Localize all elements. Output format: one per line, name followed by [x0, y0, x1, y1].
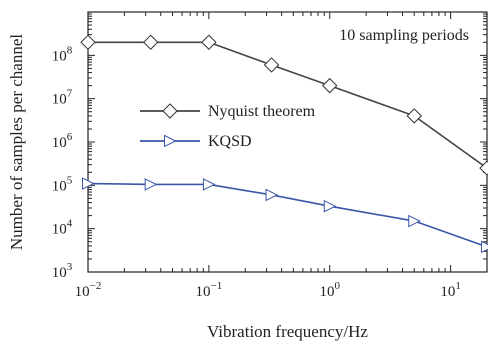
data-point — [322, 77, 338, 94]
legend-label: Nyquist theorem — [208, 103, 316, 120]
legend-marker — [162, 103, 178, 119]
legend: Nyquist theorem KQSD — [140, 103, 316, 150]
plot-area — [87, 11, 488, 273]
data-point — [265, 188, 279, 202]
data-point — [142, 34, 159, 50]
data-point — [144, 178, 158, 191]
legend-item: KQSD — [140, 133, 252, 150]
y-tick-label: 103 — [52, 261, 73, 281]
data-point — [80, 34, 96, 50]
tick-labels: 10−2 10−1 100 101 103 104 105 106 107 108 — [52, 44, 461, 300]
axis-ticks — [87, 11, 488, 273]
annotation-text: 10 sampling periods — [339, 27, 469, 44]
data-point — [263, 57, 280, 73]
data-point — [408, 214, 421, 228]
legend-label: KQSD — [208, 133, 252, 150]
data-point — [323, 199, 337, 213]
series-layer — [80, 34, 488, 254]
y-axis-label: Number of samples per channel — [7, 34, 26, 250]
legend-marker — [164, 134, 177, 148]
y-tick-label: 108 — [52, 44, 73, 64]
data-point — [202, 178, 216, 191]
data-point — [201, 34, 217, 50]
x-tick-label: 10−2 — [75, 280, 102, 300]
data-point — [406, 108, 422, 124]
x-tick-label: 101 — [440, 280, 461, 300]
x-tick-label: 10−1 — [196, 280, 223, 300]
legend-item: Nyquist theorem — [140, 103, 316, 120]
x-axis-label: Vibration frequency/Hz — [207, 322, 368, 341]
series-kqsd — [82, 177, 488, 254]
y-tick-label: 106 — [52, 131, 73, 151]
y-tick-label: 104 — [52, 218, 73, 238]
series-line — [87, 182, 488, 248]
x-tick-label: 100 — [319, 280, 340, 300]
y-tick-label: 107 — [52, 88, 73, 108]
data-point — [481, 240, 488, 254]
y-tick-label: 105 — [52, 174, 73, 194]
series-nyquist — [80, 34, 488, 176]
data-point — [82, 177, 95, 190]
data-point — [479, 160, 488, 176]
